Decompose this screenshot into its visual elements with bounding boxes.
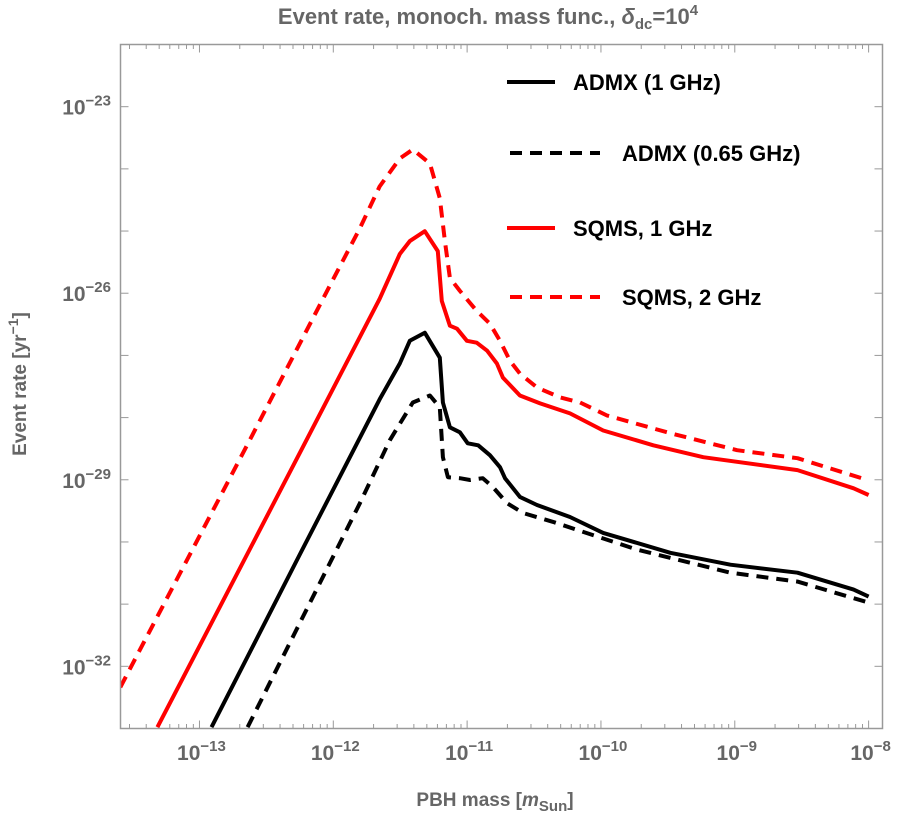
x-tick-label: 10−11	[445, 738, 493, 765]
plot-frame	[119, 43, 884, 730]
legend-label: SQMS, 2 GHz	[622, 285, 761, 310]
x-tick-label: 10−10	[579, 738, 628, 765]
legend-label: SQMS, 1 GHz	[573, 216, 712, 241]
x-tick-label: 10−13	[177, 738, 226, 765]
chart-title: Event rate, monoch. mass func., δdc=104	[278, 2, 699, 33]
y-tick-label: 10−26	[62, 279, 111, 306]
series-line-3	[155, 229, 870, 729]
legend-label: ADMX (0.65 GHz)	[622, 141, 800, 166]
legend-label: ADMX (1 GHz)	[573, 70, 721, 95]
x-tick-label: 10−9	[717, 738, 757, 765]
series-lines	[120, 147, 870, 729]
y-tick-label: 10−23	[62, 93, 111, 120]
x-axis-label: PBH mass [mSun]	[416, 790, 573, 815]
series-line-4	[120, 147, 868, 689]
series-line-2	[245, 393, 870, 729]
y-axis-label: Event rate [yr−1]	[5, 312, 31, 456]
legend: ADMX (1 GHz) ADMX (0.65 GHz) SQMS, 1 GHz SQ…	[507, 70, 800, 310]
y-tick-label: 10−32	[62, 652, 111, 679]
x-tick-label: 10−8	[850, 738, 890, 765]
x-tick-label: 10−12	[311, 738, 360, 765]
series-line-1	[209, 330, 870, 729]
tick-labels: 10−13 10−12 10−11 10−10 10−9 10−8 10−23 10−26 10…	[62, 93, 891, 765]
y-tick-label: 10−29	[62, 466, 111, 493]
